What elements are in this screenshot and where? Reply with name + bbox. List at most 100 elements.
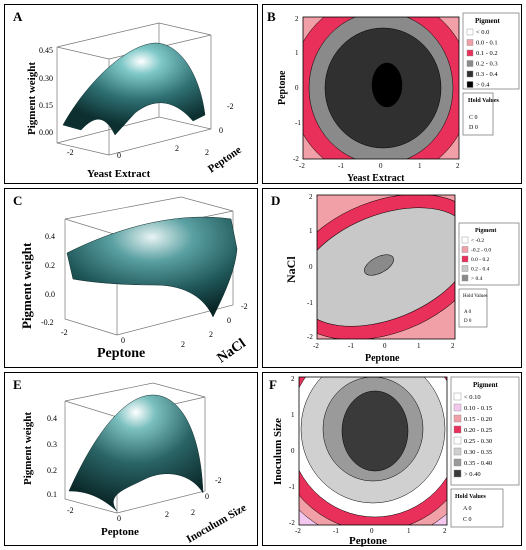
legend-swatch-f-7 — [453, 469, 462, 478]
panel-d: D 2 1 0 -1 -2 -2 -1 0 1 2 Peptone NaCl P… — [262, 188, 522, 368]
hold-d-1: D 0 — [464, 319, 472, 324]
legend-swatch-d-2 — [461, 255, 469, 263]
ytick-f-4: -2 — [289, 519, 295, 527]
panel-f: F 2 1 0 -1 -2 -2 -1 0 1 2 Peptone Inocul… — [262, 372, 522, 547]
legend-swatch-f-1 — [453, 403, 462, 412]
xtick-f-4: 2 — [443, 527, 447, 535]
legend-swatch-f-2 — [453, 414, 462, 423]
panel-label-f: F — [269, 377, 277, 392]
xtick-b-4: 2 — [456, 162, 460, 170]
ytick-c-0: -2 — [241, 302, 248, 311]
xlabel-d: Peptone — [365, 353, 400, 364]
xtick-a-0: -2 — [67, 148, 74, 157]
legend-title-d: Pigment — [475, 228, 496, 234]
legend-label-f-5: 0.30 - 0.35 — [464, 449, 492, 456]
zlabel-c: Pigment weight — [19, 242, 34, 329]
legend-swatch-f-5 — [453, 447, 462, 456]
ztick-e-2: 0.2 — [47, 466, 57, 475]
ztick-a-3: 0.00 — [39, 128, 53, 137]
ytick-d-4: -2 — [307, 333, 313, 341]
surface-e — [68, 394, 204, 512]
legend-label-d-2: 0.0 - 0.2 — [471, 257, 490, 263]
hold-f-0: A 0 — [463, 506, 472, 512]
hold-f-1: C 0 — [463, 517, 472, 523]
hold-title-f: Hold Values — [455, 494, 487, 500]
chart-d: D 2 1 0 -1 -2 -2 -1 0 1 2 Peptone NaCl P… — [271, 193, 520, 364]
ytick-b-0: 2 — [295, 15, 299, 23]
chart-a: A Pigment weight 0.45 0.30 0.15 0.00 -2 … — [13, 9, 244, 180]
panel-label-d: D — [271, 193, 280, 208]
legend-swatch-f-3 — [453, 425, 462, 434]
xtick-d-1: -1 — [348, 342, 354, 350]
ztick-a-1: 0.30 — [39, 74, 53, 83]
ytick-b-3: -1 — [295, 119, 301, 127]
ytick-e-0: -2 — [215, 476, 222, 485]
legend-swatch-f-0 — [453, 392, 462, 401]
hold-b-0: C 0 — [469, 115, 478, 121]
chart-f: F 2 1 0 -1 -2 -2 -1 0 1 2 Peptone Inocul… — [269, 375, 520, 547]
legend-label-d-3: 0.2 - 0.4 — [471, 267, 490, 273]
xtick-c-0: -2 — [61, 328, 68, 337]
ytick-a-1: 0 — [219, 126, 223, 135]
xtick-d-3: 1 — [417, 342, 421, 350]
xlabel-a: Yeast Extract — [87, 168, 151, 180]
xlabel-e: Peptone — [101, 526, 139, 538]
xtick-a-1: 0 — [117, 151, 121, 160]
xtick-d-4: 2 — [451, 342, 455, 350]
legend-label-d-0: < -0.2 — [471, 238, 484, 244]
legend-label-b-2: 0.1 - 0.2 — [476, 50, 498, 57]
ytick-b-4: -2 — [293, 155, 299, 163]
ylabel-b: Peptone — [277, 70, 288, 105]
legend-label-f-0: < 0.10 — [464, 394, 481, 401]
legend-swatch-d-4 — [461, 274, 469, 282]
ztick-c-2: 0.0 — [45, 290, 55, 299]
ztick-e-3: 0.1 — [47, 490, 57, 499]
panel-label-a: A — [13, 9, 23, 24]
ztick-a-0: 0.45 — [39, 46, 53, 55]
panel-e: E Pigment weight 0.4 0.3 0.2 0.1 -2 0 2 … — [4, 372, 258, 546]
ytick-d-2: 0 — [309, 263, 313, 271]
surface-a — [62, 42, 206, 136]
ytick-c-1: 0 — [227, 316, 231, 325]
xlabel-c: Peptone — [97, 346, 145, 361]
ytick-d-3: -1 — [307, 299, 313, 307]
ytick-e-1: 0 — [205, 492, 209, 501]
xtick-b-3: 1 — [418, 162, 422, 170]
legend-swatch-d-0 — [461, 236, 469, 244]
legend-label-b-3: 0.2 - 0.3 — [476, 61, 498, 68]
legend-title-f: Pigment — [473, 381, 499, 389]
legend-label-b-5: > 0.4 — [476, 82, 490, 89]
panel-label-c: C — [13, 193, 22, 208]
ylabel-d: NaCl — [284, 256, 298, 283]
xtick-c-1: 0 — [121, 336, 125, 345]
ylabel-c: NaCl — [215, 336, 249, 366]
xtick-c-2: 2 — [181, 340, 185, 349]
chart-c: C Pigment weight 0.4 0.2 0.0 -0.2 -2 0 2… — [13, 193, 249, 366]
xtick-b-0: -2 — [299, 162, 305, 170]
legend-swatch-f-4 — [453, 436, 462, 445]
legend-swatch-b-1 — [466, 39, 474, 46]
legend-swatch-d-1 — [461, 246, 469, 253]
xtick-b-1: -1 — [338, 162, 344, 170]
ztick-a-2: 0.15 — [39, 101, 53, 110]
ytick-a-2: 2 — [205, 148, 209, 157]
xtick-f-3: 1 — [407, 527, 411, 535]
legend-label-f-2: 0.15 - 0.20 — [464, 416, 492, 423]
xtick-e-0: -2 — [67, 506, 74, 515]
legend-label-f-3: 0.20 - 0.25 — [464, 427, 492, 434]
ytick-f-0: 2 — [291, 375, 295, 383]
ytick-b-1: 1 — [295, 49, 299, 57]
legend-label-d-4: > 0.4 — [471, 276, 483, 282]
zlabel-a: Pigment weight — [26, 62, 38, 135]
contour-b-4 — [371, 62, 403, 108]
xtick-b-2: 0 — [379, 162, 383, 170]
legend-swatch-b-2 — [466, 49, 474, 57]
ytick-f-1: 1 — [291, 411, 295, 419]
panel-label-e: E — [13, 377, 22, 392]
legend-label-d-1: -0.2 - 0.0 — [471, 248, 491, 254]
ytick-b-2: 0 — [295, 84, 299, 92]
hold-d-0: A 0 — [464, 310, 472, 315]
ytick-f-2: 0 — [291, 447, 295, 455]
ytick-c-2: 2 — [209, 330, 213, 339]
ztick-c-1: 0.2 — [45, 261, 55, 270]
